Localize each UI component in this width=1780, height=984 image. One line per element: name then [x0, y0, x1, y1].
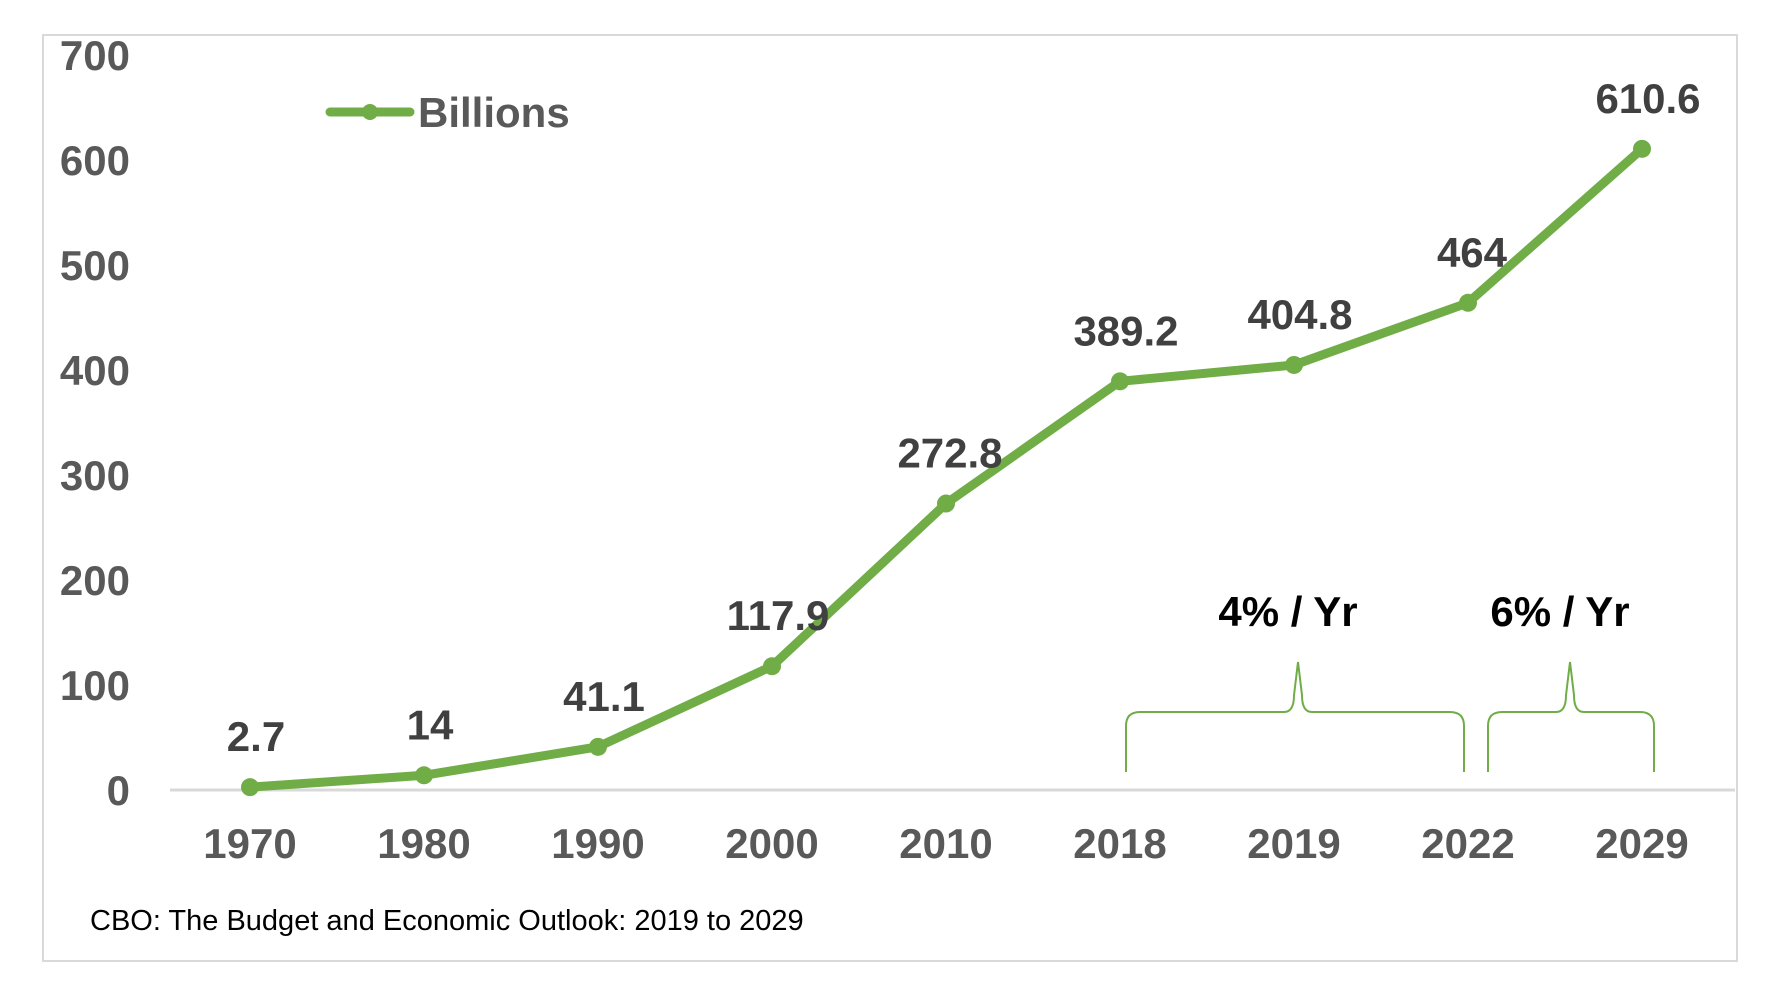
data-point-marker	[1285, 355, 1303, 374]
x-tick-label: 2018	[1073, 820, 1166, 867]
legend-marker-icon	[362, 104, 378, 120]
chart-frame	[42, 34, 1738, 962]
data-label: 117.9	[727, 592, 830, 639]
data-label: 464	[1437, 229, 1508, 276]
x-tick-label: 1990	[551, 820, 644, 867]
data-label: 272.8	[897, 430, 1002, 477]
data-point-marker	[937, 494, 955, 513]
data-point-marker	[1459, 293, 1477, 312]
y-tick-label: 300	[60, 452, 130, 499]
growth-rate-label: 6% / Yr	[1490, 588, 1629, 635]
y-axis-tick-labels: 0 100 200 300 400 500 600 700	[60, 32, 130, 814]
x-axis-tick-labels: 1970 1980 1990 2000 2010 2018 2019 2022 2029	[203, 820, 1688, 867]
y-tick-label: 100	[60, 662, 130, 709]
data-label: 404.8	[1247, 291, 1352, 338]
y-tick-label: 600	[60, 137, 130, 184]
y-tick-label: 200	[60, 557, 130, 604]
legend-label: Billions	[418, 89, 570, 136]
brace-icon	[1125, 661, 1465, 772]
series-markers	[241, 139, 1651, 797]
brace-icon	[1487, 661, 1655, 772]
data-point-marker	[1111, 372, 1129, 391]
data-label: 41.1	[563, 673, 645, 720]
y-tick-label: 700	[60, 32, 130, 79]
data-label: 2.7	[227, 713, 285, 760]
data-point-marker	[241, 778, 259, 797]
x-tick-label: 2022	[1421, 820, 1514, 867]
data-point-marker	[763, 657, 781, 676]
x-tick-label: 2029	[1595, 820, 1688, 867]
x-tick-label: 2019	[1247, 820, 1340, 867]
data-label: 389.2	[1073, 307, 1178, 354]
data-label: 610.6	[1595, 75, 1700, 122]
data-labels: 2.7 14 41.1 117.9 272.8 389.2 404.8 464 610.6	[227, 75, 1701, 760]
growth-rate-annotations: 4% / Yr 6% / Yr	[1125, 588, 1655, 772]
data-point-marker	[589, 737, 607, 756]
x-tick-label: 2000	[725, 820, 818, 867]
x-tick-label: 2010	[899, 820, 992, 867]
growth-rate-label: 4% / Yr	[1218, 588, 1357, 635]
source-note: CBO: The Budget and Economic Outlook: 20…	[90, 905, 804, 937]
data-point-marker	[415, 766, 433, 785]
x-tick-label: 1980	[377, 820, 470, 867]
data-label: 14	[407, 701, 454, 748]
x-tick-label: 1970	[203, 820, 296, 867]
legend: Billions	[325, 89, 570, 136]
y-tick-label: 0	[107, 767, 130, 814]
y-tick-label: 500	[60, 242, 130, 289]
y-tick-label: 400	[60, 347, 130, 394]
data-point-marker	[1633, 139, 1651, 158]
